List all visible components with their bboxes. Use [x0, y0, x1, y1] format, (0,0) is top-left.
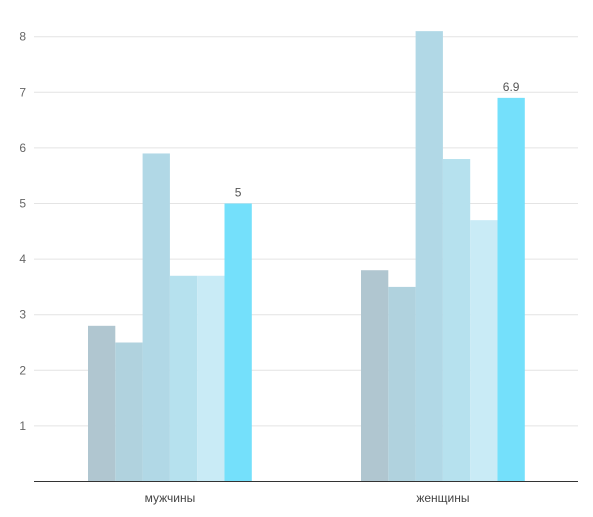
bar [142, 153, 170, 482]
data-labels: 56.9 [235, 80, 520, 200]
bar [197, 275, 225, 482]
y-tick-label: 5 [19, 197, 26, 211]
bar [497, 97, 525, 482]
y-tick-label: 8 [19, 30, 26, 44]
bar [361, 270, 389, 482]
y-tick-label: 6 [19, 141, 26, 155]
bar [470, 220, 498, 482]
data-label: 5 [235, 186, 242, 200]
y-tick-label: 4 [19, 252, 26, 266]
category-label: мужчины [145, 491, 196, 505]
bar [88, 325, 116, 482]
bar [115, 342, 143, 482]
bar [415, 31, 443, 482]
y-axis-ticks: 1 2 3 4 5 6 7 8 [19, 30, 26, 433]
data-label: 6.9 [503, 80, 520, 94]
y-tick-label: 3 [19, 308, 26, 322]
x-axis-categories: мужчины женщины [145, 491, 470, 505]
bar [224, 203, 252, 482]
y-tick-label: 2 [19, 363, 26, 377]
bar [442, 159, 471, 482]
y-tick-label: 7 [19, 85, 26, 99]
bars [88, 31, 525, 482]
y-tick-label: 1 [19, 419, 26, 433]
bar [388, 286, 416, 482]
bar [169, 275, 198, 482]
category-label: женщины [416, 491, 469, 505]
